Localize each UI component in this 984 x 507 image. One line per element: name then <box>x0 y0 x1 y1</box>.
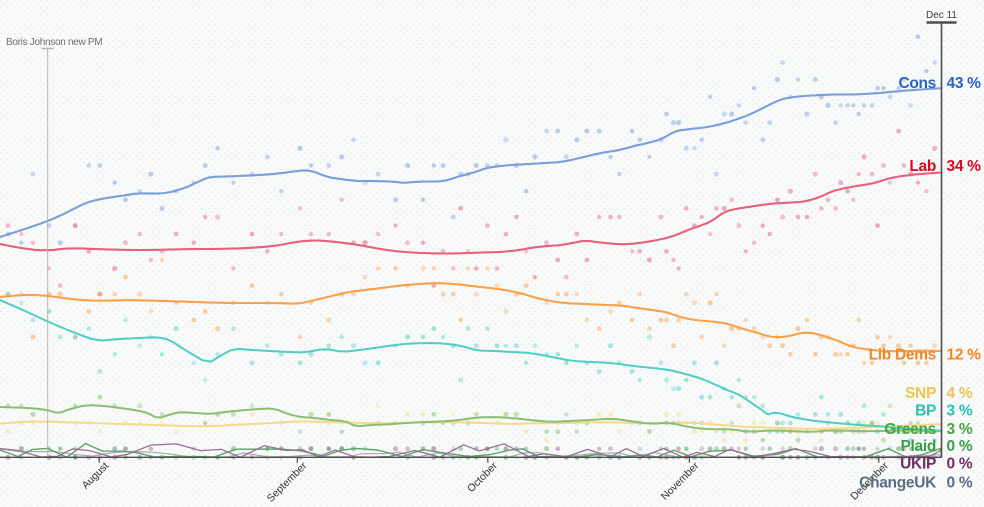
svg-text:SNP: SNP <box>905 385 936 402</box>
svg-text:Cons: Cons <box>898 75 936 92</box>
svg-text:Plaid: Plaid <box>900 438 936 455</box>
svg-text:Greens: Greens <box>884 421 936 438</box>
svg-text:BP: BP <box>915 402 936 419</box>
svg-text:Lab: Lab <box>909 158 936 175</box>
svg-text:Lib Dems: Lib Dems <box>869 346 936 363</box>
svg-text:0 %: 0 % <box>947 455 973 472</box>
svg-text:43 %: 43 % <box>947 75 982 92</box>
svg-text:12 %: 12 % <box>947 346 982 363</box>
svg-text:3 %: 3 % <box>947 421 973 438</box>
svg-text:October: October <box>465 460 500 495</box>
svg-text:0 %: 0 % <box>947 474 973 491</box>
svg-text:September: September <box>265 460 310 505</box>
svg-text:ChangeUK: ChangeUK <box>859 474 937 491</box>
svg-text:Dec 11: Dec 11 <box>926 10 957 21</box>
svg-text:November: November <box>659 460 702 503</box>
svg-text:34 %: 34 % <box>947 158 982 175</box>
svg-text:August: August <box>80 460 112 492</box>
svg-text:0 %: 0 % <box>947 438 973 455</box>
svg-text:Boris Johnson new PM: Boris Johnson new PM <box>6 37 102 48</box>
svg-text:4 %: 4 % <box>947 385 973 402</box>
svg-text:3 %: 3 % <box>947 402 973 419</box>
svg-text:UKIP: UKIP <box>900 455 936 472</box>
